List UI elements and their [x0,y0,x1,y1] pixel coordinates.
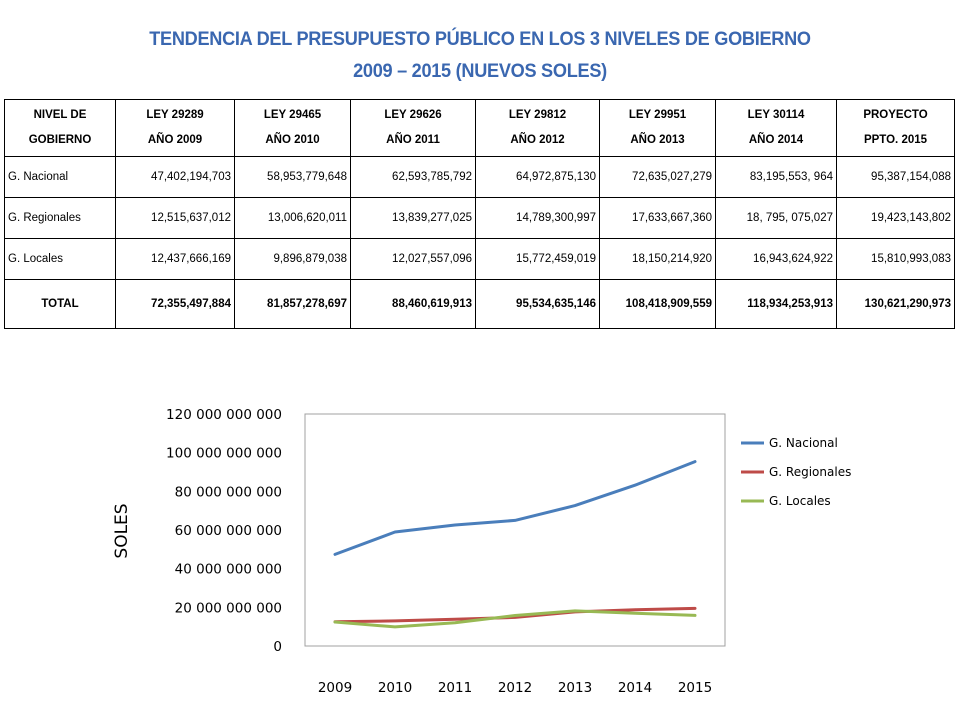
header-col-2013: LEY 29951 AÑO 2013 [599,99,716,157]
table-cell: 83,195,553, 964 [715,156,837,198]
y-tick-label: 80 000 000 000 [175,484,282,500]
total-cell: 108,418,909,559 [599,279,716,329]
legend-label: G. Regionales [769,465,851,479]
table-cell: 18, 795, 075,027 [715,197,837,239]
series-line-g-regionales [333,606,697,624]
header-col-2011: LEY 29626 AÑO 2011 [350,99,476,157]
header-law: PROYECTO [863,109,928,121]
header-law: LEY 29465 [263,109,322,121]
table-cell: 13,006,620,011 [234,197,351,239]
total-cell: 118,934,253,913 [715,279,837,329]
header-law: LEY 29812 [508,109,567,121]
table-cell: 9,896,879,038 [234,238,351,280]
header-col-2015: PROYECTO PPTO. 2015 [836,99,955,157]
header-first-line2: GOBIERNO [28,134,92,146]
header-law: LEY 30114 [747,109,805,121]
header-first-line1: NIVEL DE [33,109,87,121]
total-cell: 130,621,290,973 [836,279,955,329]
series-line-g-nacional [333,460,697,556]
header-nivel-gobierno: NIVEL DE GOBIERNO [4,99,116,157]
x-tick-label: 2012 [498,680,532,696]
x-tick-label: 2014 [618,680,652,696]
table-cell: 12,027,557,096 [350,238,476,280]
legend-label: G. Nacional [769,436,838,450]
x-tick-label: 2009 [318,680,352,696]
y-tick-label: 100 000 000 000 [166,446,282,462]
table-cell: 47,402,194,703 [115,156,235,198]
y-tick-label: 120 000 000 000 [166,407,282,423]
table-cell: 14,789,300,997 [475,197,600,239]
chart-title-line1: TENDENCIA DEL PRESUPUESTO PÚBLICO EN LOS… [149,28,811,50]
y-tick-label: 60 000 000 000 [175,523,282,539]
x-tick-label: 2010 [378,680,412,696]
header-col-2014: LEY 30114 AÑO 2014 [715,99,837,157]
table-cell: 15,810,993,083 [836,238,955,280]
chart-title-line2: 2009 – 2015 (NUEVOS SOLES) [353,60,607,82]
table-header-row: NIVEL DE GOBIERNO LEY 29289 AÑO 2009 LEY … [4,99,955,157]
header-col-2012: LEY 29812 AÑO 2012 [475,99,600,157]
header-year: AÑO 2010 [265,134,320,146]
plot-area [304,413,726,647]
total-cell: 72,355,497,884 [115,279,235,329]
x-tick-label: 2015 [678,680,712,696]
table-cell: 19,423,143,802 [836,197,955,239]
header-law: LEY 29951 [628,109,687,121]
total-cell: 95,534,635,146 [475,279,600,329]
x-tick-label: 2011 [438,680,472,696]
header-year: AÑO 2011 [386,134,440,146]
x-tick-label: 2013 [558,680,592,696]
row-label: G. Nacional [4,156,116,198]
y-tick-label: 0 [273,639,282,655]
header-year: AÑO 2014 [748,134,804,146]
table-cell: 64,972,875,130 [475,156,600,198]
header-year: AÑO 2013 [630,134,685,146]
table-cell: 95,387,154,088 [836,156,955,198]
header-year: AÑO 2012 [510,134,565,146]
table-cell: 12,437,666,169 [115,238,235,280]
header-year: AÑO 2009 [147,134,203,146]
total-label: TOTAL [4,279,116,329]
header-col-2010: LEY 29465 AÑO 2010 [234,99,351,157]
budget-table: NIVEL DE GOBIERNO LEY 29289 AÑO 2009 LEY … [4,99,955,329]
header-year: PPTO. 2015 [863,134,928,146]
y-tick-label: 20 000 000 000 [175,600,282,616]
series-line-g-locales [333,609,697,629]
legend-label: G. Locales [769,494,831,508]
total-cell: 88,460,619,913 [350,279,476,329]
total-cell: 81,857,278,697 [234,279,351,329]
header-col-2009: LEY 29289 AÑO 2009 [115,99,235,157]
header-law: LEY 29289 [146,109,204,121]
table-row-total: TOTAL 72,355,497,884 81,857,278,697 88,4… [4,279,955,329]
header-law: LEY 29626 [384,109,442,121]
y-tick-label: 40 000 000 000 [175,562,282,578]
table-cell: 72,635,027,279 [599,156,716,198]
y-axis-label: SOLES [112,503,132,558]
table-cell: 58,953,779,648 [234,156,351,198]
